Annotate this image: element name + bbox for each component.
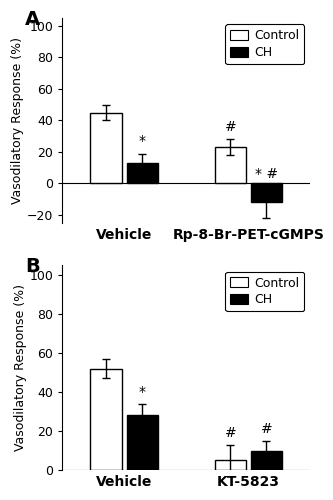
Text: *: *: [139, 134, 146, 148]
Text: #: #: [261, 422, 272, 436]
Bar: [91, 112, 122, 184]
Bar: [214, 460, 246, 470]
Text: B: B: [25, 257, 40, 276]
Text: *: *: [139, 384, 146, 398]
Bar: [251, 184, 282, 203]
Text: #: #: [224, 120, 236, 134]
Y-axis label: Vasodilatory Response (%): Vasodilatory Response (%): [14, 284, 27, 451]
Legend: Control, CH: Control, CH: [225, 24, 304, 64]
Bar: [214, 147, 246, 184]
Text: #: #: [224, 426, 236, 440]
Bar: [251, 450, 282, 470]
Y-axis label: Vasodilatory Response (%): Vasodilatory Response (%): [11, 37, 24, 204]
Text: * #: * #: [255, 168, 278, 181]
Legend: Control, CH: Control, CH: [225, 272, 304, 312]
Bar: [127, 416, 158, 470]
Text: A: A: [25, 10, 40, 29]
Bar: [127, 163, 158, 184]
Bar: [91, 368, 122, 470]
